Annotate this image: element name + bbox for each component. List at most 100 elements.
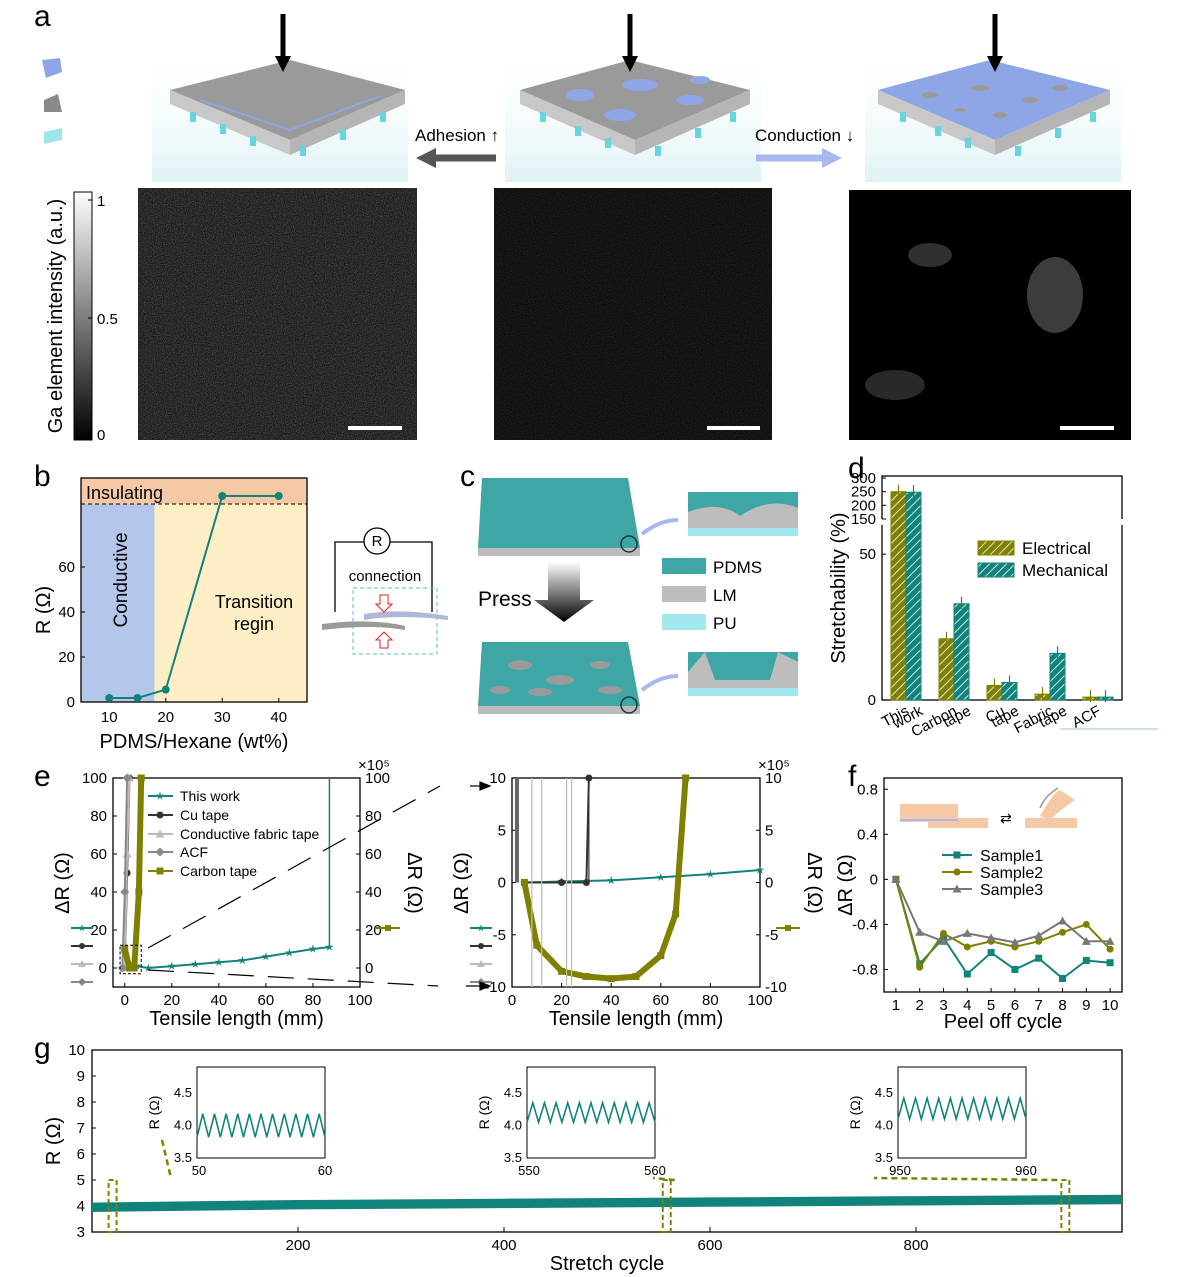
data-point: [558, 879, 566, 886]
x-tick-label: 3: [939, 997, 947, 1014]
legend-marker: [155, 847, 165, 857]
x-axis-label: Tensile length (mm): [149, 1008, 324, 1030]
legend-marker: [155, 829, 165, 838]
y-tick-label: 20: [90, 922, 107, 939]
plot-frame: [883, 777, 1123, 993]
data-point: [657, 952, 665, 960]
x-axis-label: PDMS/Hexane (wt%): [100, 731, 289, 753]
y-tick-label: 200: [851, 497, 876, 514]
series-key-marker: [78, 978, 86, 986]
y-tick-label: 8: [77, 1094, 85, 1111]
data-point: [891, 874, 901, 883]
data-point: [632, 973, 640, 981]
data-point: [1106, 959, 1114, 967]
connection-label: connection: [349, 568, 422, 585]
legend-label: Carbon tape: [180, 863, 257, 879]
y-tick-label: 3: [77, 1224, 85, 1241]
x-axis-label: Tensile length (mm): [549, 1008, 724, 1030]
y-tick-label-right: -5: [765, 927, 778, 944]
legend-swatch: [977, 562, 1015, 578]
y-tick-label-right: -10: [765, 979, 787, 996]
x-tick-label: 80: [702, 992, 719, 1009]
data-point: [1035, 937, 1043, 945]
inset-x-tick: 950: [889, 1163, 911, 1178]
data-point: [105, 693, 114, 702]
region-conductive: Conductive: [111, 532, 132, 627]
region-transition: Transition: [215, 592, 293, 612]
y-tick-label: -0.4: [852, 916, 878, 933]
panel-label-f: f: [848, 760, 857, 793]
data-point: [706, 869, 715, 878]
y-tick-label: 100: [82, 770, 107, 787]
data-point: [161, 685, 170, 694]
data-point: [1081, 936, 1091, 945]
y-tick-label: 60: [58, 559, 75, 576]
data-point: [122, 849, 132, 858]
plot-frame: [80, 477, 308, 703]
x-tick-label: 60: [258, 992, 275, 1009]
x-tick-label: 1: [892, 997, 900, 1014]
right-exponent: ×10⁵: [758, 757, 790, 774]
data-point: [607, 975, 615, 983]
y-axis-label: ΔR (Ω): [52, 852, 74, 914]
adhesion-label: Adhesion ↑: [415, 126, 499, 145]
data-point: [558, 967, 566, 975]
x-tick-label: ACF: [1069, 703, 1103, 732]
chart-e-left: 0 20 40 60 80 100020406080100020406080100×10⁵…: [52, 757, 425, 1030]
inset-y-label: R (Ω): [146, 1096, 162, 1130]
series-key-marker: [79, 943, 85, 949]
colorbar-title: Ga element intensity (a.u.): [45, 199, 67, 434]
data-point: [120, 887, 130, 897]
data-point: [122, 773, 132, 783]
transition-region: [154, 504, 307, 702]
data-point: [1058, 916, 1067, 925]
data-point: [167, 961, 177, 970]
y-tick-label: 50: [859, 546, 876, 563]
data-point: [117, 963, 127, 973]
x-tick-label: 9: [1082, 997, 1090, 1014]
panel-label-b: b: [34, 460, 51, 493]
inset-trace: [196, 1113, 326, 1138]
legend-label: Sample1: [980, 848, 1043, 865]
resistor-symbol: R: [372, 533, 383, 550]
data-point: [939, 936, 948, 945]
x-tick-label: 60: [652, 992, 669, 1009]
inset-y-tick: 4.0: [174, 1118, 192, 1133]
chart-e-right: 0 20 40 60 80 100-10-50510-10-50510×10⁵Tensil…: [451, 757, 825, 1030]
y-axis-label-right: ΔR (Ω): [403, 852, 425, 914]
x-tick-label: 100: [747, 992, 772, 1009]
inset-y-tick: 4.0: [875, 1118, 893, 1133]
data-point: [1010, 937, 1020, 946]
data-point: [121, 945, 129, 953]
y-tick-label-right: 60: [365, 846, 382, 863]
y-tick-label-right: 0: [765, 875, 773, 892]
legend-marker: [156, 811, 164, 819]
y-tick-label: 0: [67, 694, 75, 711]
data-point: [606, 875, 616, 885]
y-tick-label: 10: [68, 1042, 85, 1059]
right-exponent: ×10⁵: [358, 757, 390, 774]
colorbar-tick-max: 1: [97, 193, 105, 210]
data-point: [135, 888, 143, 896]
data-point: [1105, 936, 1115, 945]
bar-electrical: [938, 638, 955, 701]
conduction-label: Conduction ↓: [755, 126, 854, 145]
data-point: [1082, 920, 1090, 928]
x-tick-label: 20: [157, 709, 174, 726]
series-key-marker: [477, 924, 485, 932]
plot-frame: [112, 777, 361, 988]
schematic-right: [865, 14, 1121, 182]
panel-label-d: d: [848, 452, 865, 485]
inset-frame: [196, 1066, 326, 1159]
inset-y-tick: 4.5: [174, 1085, 192, 1100]
data-point: [285, 948, 294, 957]
inset-pointer: [873, 1176, 1058, 1182]
eds-map-left: [138, 188, 417, 440]
colorbar: [73, 191, 93, 441]
inset-pointer: [160, 1139, 173, 1179]
legend-marker: [952, 884, 962, 893]
x-tick-label: 8: [1058, 997, 1066, 1014]
schematic-left: [152, 14, 408, 182]
series-key-marker: [78, 924, 86, 932]
